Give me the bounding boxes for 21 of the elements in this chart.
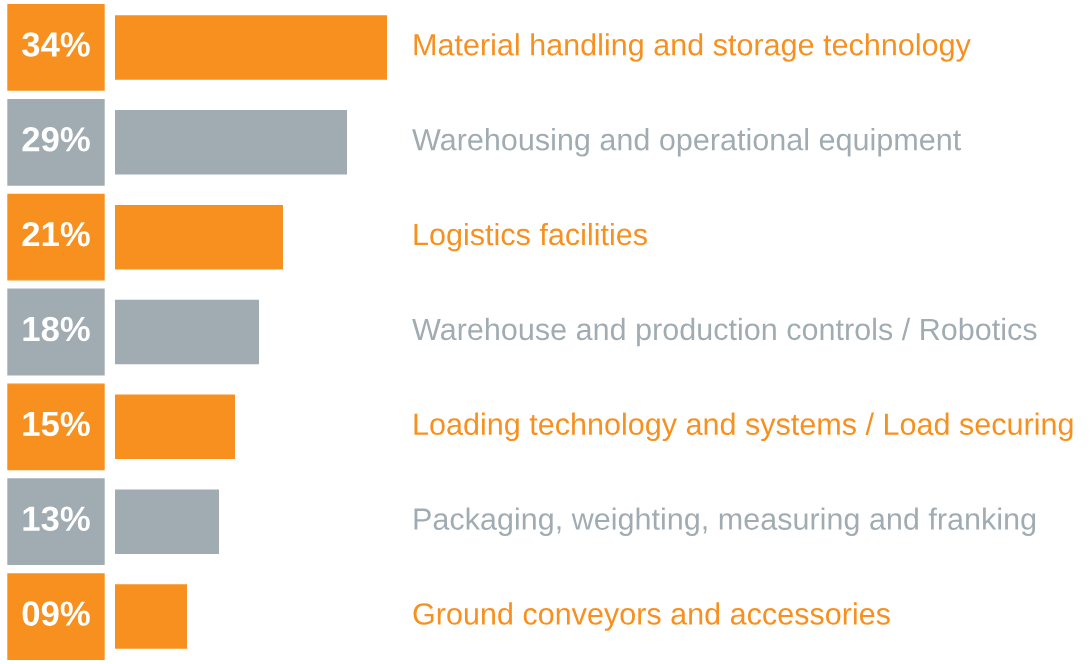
y-tick-label: Logistics facilities xyxy=(414,222,647,252)
y-tick-label: Warehousing and operational equipment xyxy=(412,128,961,157)
data-label: 09% xyxy=(22,601,90,626)
bar xyxy=(115,204,283,270)
y-tick-label: Ground conveyors and accessories xyxy=(413,602,890,631)
bar xyxy=(115,489,219,554)
bar xyxy=(115,299,259,365)
y-tick-label: Packaging, weighting, measuring and franking xyxy=(414,507,1036,536)
data-label: 29% xyxy=(22,127,90,152)
y-tick-label: Loading technology and systems / Load securing xyxy=(414,412,1073,442)
data-label: 15% xyxy=(23,411,90,437)
bar xyxy=(115,584,187,649)
data-label: 18% xyxy=(23,316,90,342)
bar xyxy=(115,110,347,175)
data-label: 13% xyxy=(23,506,90,532)
y-tick-label: Material handling and storage technology xyxy=(414,33,971,62)
y-tick-label: Warehouse and production controls / Robotics xyxy=(412,317,1037,347)
data-label: 21% xyxy=(22,221,90,247)
data-label: 34% xyxy=(22,32,90,57)
bar xyxy=(115,15,387,80)
bar xyxy=(115,394,235,460)
